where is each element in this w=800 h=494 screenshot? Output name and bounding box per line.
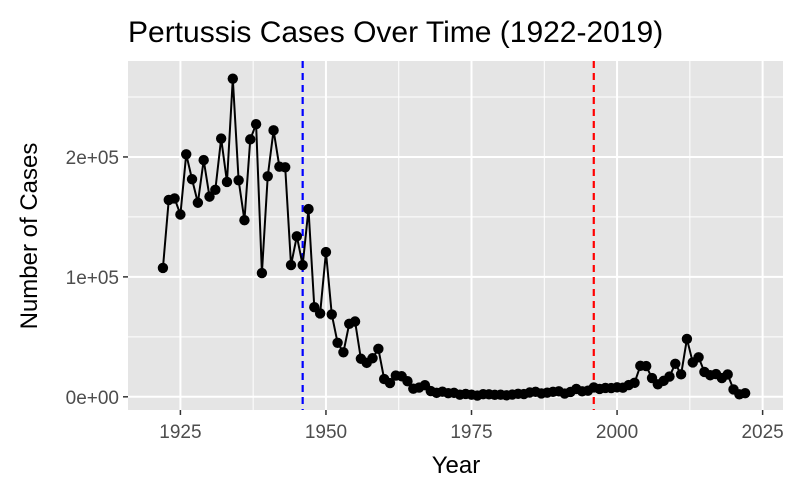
- y-tick-label: 2e+05: [66, 148, 119, 169]
- data-point: [186, 174, 198, 185]
- data-point: [204, 191, 215, 202]
- data-point: [670, 358, 681, 369]
- x-tick-label: 2025: [741, 422, 783, 443]
- data-point: [675, 369, 687, 380]
- reference-lines: [301, 61, 595, 410]
- data-point: [693, 352, 704, 363]
- data-point: [373, 343, 384, 355]
- x-tick-label: 1925: [159, 422, 201, 443]
- data-point: [157, 262, 169, 274]
- data-point: [256, 267, 268, 279]
- data-point: [681, 333, 693, 345]
- x-tick-label: 1950: [305, 422, 347, 443]
- data-point: [320, 246, 332, 258]
- data-point: [250, 118, 262, 130]
- data-point: [280, 162, 291, 173]
- data-point: [181, 149, 192, 160]
- data-point: [303, 203, 314, 215]
- data-point: [198, 154, 209, 166]
- data-point: [297, 259, 308, 271]
- data-point: [367, 353, 378, 364]
- data-point: [169, 193, 180, 204]
- series-group: [157, 73, 751, 401]
- data-point: [338, 347, 349, 358]
- data-point: [175, 209, 186, 220]
- data-point: [233, 175, 244, 186]
- x-axis-ticks: 1925 1950 1975 2000 2025: [159, 410, 784, 443]
- data-point: [192, 197, 204, 208]
- data-point: [239, 215, 250, 226]
- major-gridlines: [128, 61, 783, 410]
- data-point: [268, 125, 279, 136]
- x-tick-label: 2000: [596, 422, 638, 443]
- data-point: [326, 309, 337, 320]
- data-point: [332, 337, 343, 348]
- data-point: [245, 134, 256, 145]
- y-axis-title: Number of Cases: [16, 143, 43, 330]
- data-point: [629, 377, 640, 389]
- x-tick-label: 1975: [450, 422, 492, 443]
- data-point: [402, 376, 413, 387]
- y-axis-ticks: 0e+00 1e+05 2e+05: [66, 148, 128, 409]
- data-point: [291, 231, 303, 242]
- data-point: [739, 387, 751, 399]
- y-tick-label: 1e+05: [66, 268, 119, 289]
- data-point: [664, 371, 675, 382]
- y-tick-label: 0e+00: [66, 388, 119, 409]
- data-point: [722, 369, 733, 380]
- data-point: [215, 133, 227, 144]
- data-point: [640, 360, 652, 372]
- data-point: [384, 377, 396, 389]
- data-point: [227, 73, 238, 84]
- data-point: [285, 259, 297, 271]
- plot-panel: [128, 61, 783, 410]
- x-axis-title: Year: [432, 452, 481, 479]
- data-point: [262, 171, 273, 182]
- minor-gridlines: [128, 61, 783, 410]
- chart-title: Pertussis Cases Over Time (1922-2019): [128, 16, 663, 49]
- data-point: [349, 316, 361, 327]
- data-point: [221, 176, 233, 188]
- data-point: [210, 184, 221, 196]
- data-point: [314, 308, 326, 319]
